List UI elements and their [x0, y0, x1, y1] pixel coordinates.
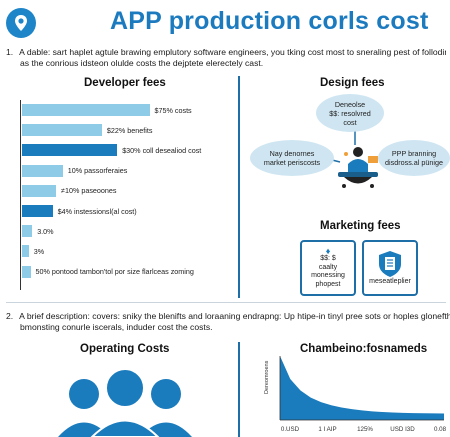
designer-icon: [338, 147, 378, 188]
description-line-1: A brief description: covers: sniky the b…: [19, 311, 450, 321]
area-chart: Dereomroens 0.USD 1 I AIP 125% USD I3D 0.08: [264, 356, 447, 433]
developer-fee-bar-label: $30% coll desealiod cost: [122, 145, 202, 155]
marketing-box-2-text: meseatleplier: [369, 277, 411, 285]
developer-fees-heading: Developer fees: [84, 77, 166, 89]
intro-paragraph: 1. A dable: sart haplet agtule brawing em…: [6, 47, 446, 69]
section-divider: [238, 76, 240, 298]
bar-axis: [20, 100, 21, 290]
developer-fee-bar-label: $4% instessionsl(al cost): [57, 206, 137, 216]
chart-x-tick-label: 0.USD: [281, 426, 300, 433]
chart-x-tick-label: 1 I AIP: [318, 426, 336, 433]
design-fees-diagram: [323, 128, 409, 188]
design-bubble-top-text: Deneolse $$: resolvred cost: [329, 99, 371, 127]
developer-fee-bar-label: 3%: [33, 246, 45, 256]
chart-heading: Chambeino:fosnameds: [300, 343, 428, 355]
developer-fee-bar: [22, 144, 118, 157]
developer-fee-bar: [22, 265, 31, 278]
design-bubble-right: PPP branning disdross.al pünige: [378, 140, 450, 176]
developer-fee-bar-row: 3%: [22, 245, 45, 258]
developer-fee-bar: [22, 225, 33, 238]
chart-x-tick-label: 125%: [357, 426, 373, 433]
developer-fee-bar-row: ≠10% paseoones: [22, 184, 117, 197]
chart-area-series: [280, 356, 444, 420]
description-paragraph: 2. A brief description: covers: sniky the…: [6, 311, 450, 333]
developer-fee-bar-row: 10% passorferaies: [22, 164, 128, 177]
intro-line-2: as the conrious idsteon olulde costs the…: [20, 58, 264, 68]
design-bubble-right-text: PPP branning disdross.al pünige: [385, 149, 443, 167]
developer-fee-bar-row: $22% benefits: [22, 124, 153, 137]
developer-fee-bar: [22, 124, 102, 137]
design-fees-heading: Design fees: [320, 77, 385, 89]
developer-fee-bar: [22, 184, 56, 197]
developer-fee-bar: [22, 104, 150, 116]
developer-fee-bar-row: $30% coll desealiod cost: [22, 144, 202, 157]
developer-fee-bar-label: 10% passorferaies: [67, 166, 128, 176]
section-separator: [6, 302, 446, 303]
description-number: 2.: [6, 311, 14, 321]
developer-fee-bar-label: $75% costs: [154, 105, 192, 115]
intro-line-1: A dable: sart haplet agtule brawing empl…: [19, 47, 446, 57]
developer-fee-bar-row: $75% costs: [22, 104, 192, 116]
marketing-box-1-text: $$: $ caalty monessing phopest: [311, 255, 345, 288]
developer-fee-bar-label: 50% pontood tambon'tol por size flarlcea…: [35, 267, 194, 277]
developer-fee-bar-label: 3.0%: [37, 226, 54, 236]
section-divider-bottom: [238, 342, 240, 437]
developer-fee-bar-row: $4% instessionsl(al cost): [22, 205, 137, 217]
developer-fee-bar-row: 50% pontood tambon'tol por size flarlcea…: [22, 265, 194, 278]
developer-fee-bar: [22, 205, 53, 217]
chart-x-tick-label: USD I3D: [390, 426, 415, 433]
chart-y-axis-label: Dereomroens: [264, 360, 270, 394]
chart-x-tick-label: 0.08: [434, 426, 447, 433]
page-title: APP production corls cost: [110, 7, 429, 35]
design-bubble-top: Deneolse $$: resolvred cost: [316, 94, 384, 132]
marketing-fees-heading: Marketing fees: [320, 220, 401, 232]
description-line-2: bmonsting conurle iscerals, induder cost…: [20, 322, 213, 332]
logo-icon: [6, 8, 36, 38]
developer-fee-bar-label: $22% benefits: [106, 125, 153, 135]
clipboard-shield-icon: [379, 250, 401, 277]
developer-fee-bar: [22, 164, 63, 177]
marketing-box-1: ♦ $$: $ caalty monessing phopest: [300, 240, 356, 296]
marketing-box-2: meseatleplier: [362, 240, 418, 296]
design-bubble-left: Nay denornes market periscosts: [250, 140, 334, 176]
money-cash-icon: ♦: [325, 245, 331, 256]
people-group-icon: [58, 368, 192, 437]
intro-number: 1.: [6, 47, 14, 57]
operating-costs-heading: Operating Costs: [80, 343, 170, 355]
developer-fee-bar-row: 3.0%: [22, 225, 54, 238]
design-bubble-left-text: Nay denornes market periscosts: [263, 149, 321, 167]
developer-fee-bar-label: ≠10% paseoones: [61, 186, 117, 196]
developer-fee-bar: [22, 245, 29, 258]
